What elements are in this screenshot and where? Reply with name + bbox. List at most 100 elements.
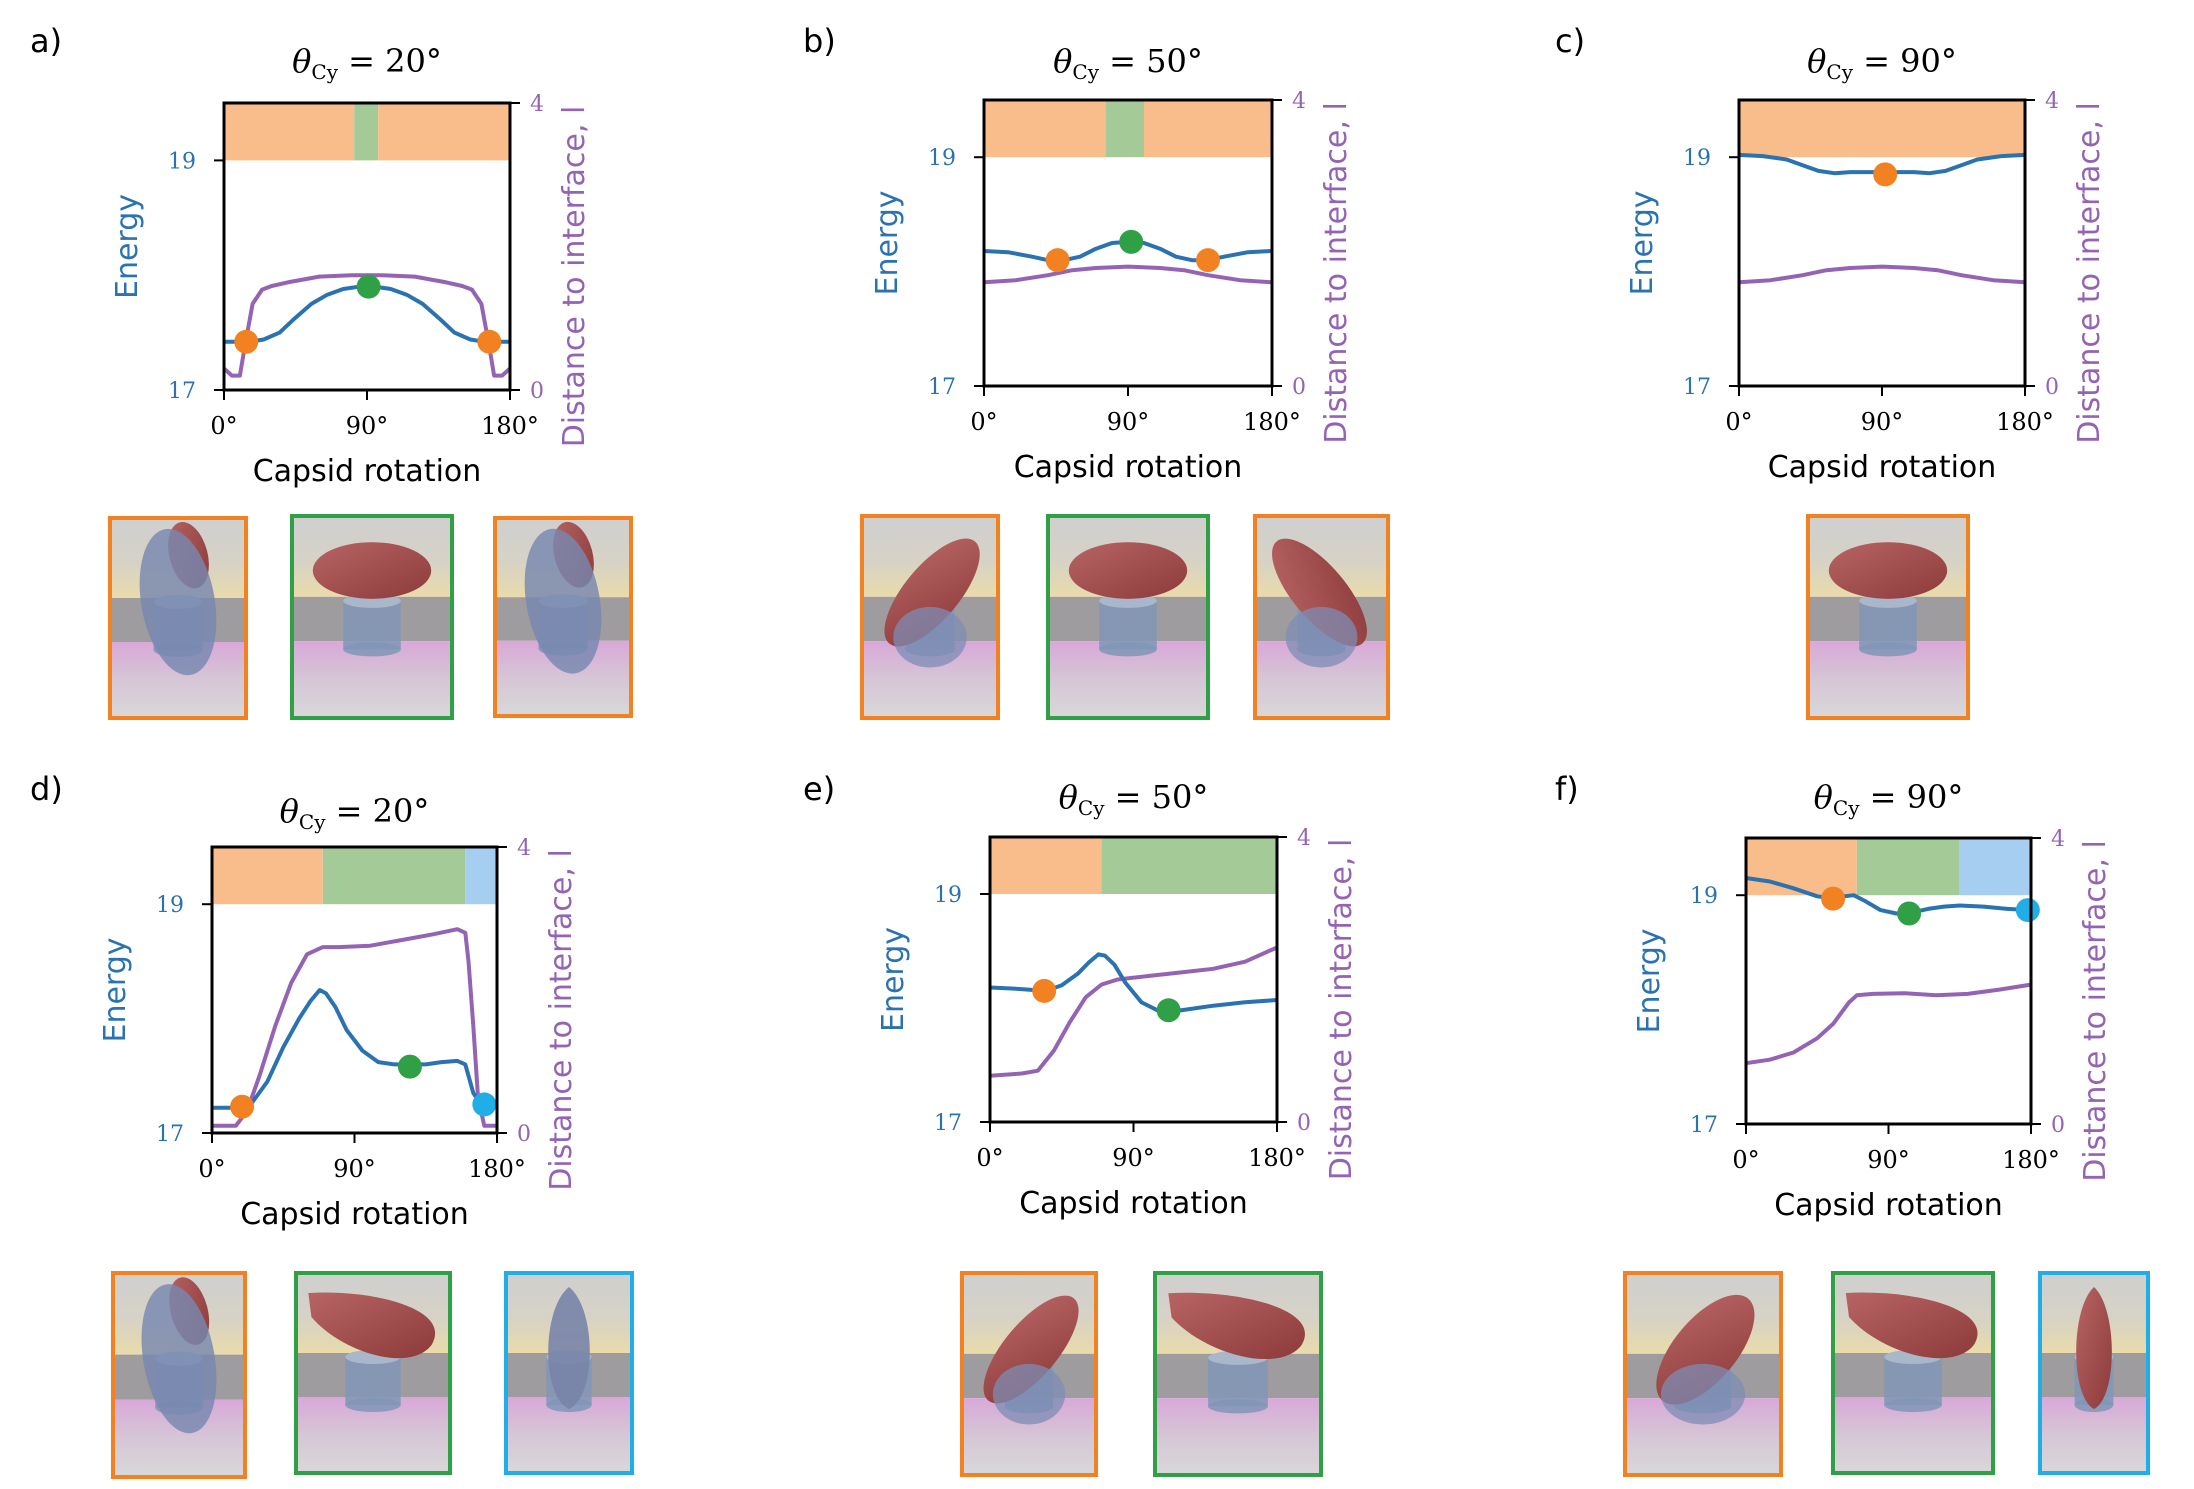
- thumbnail-vertical: [108, 516, 248, 720]
- state-band: [1856, 838, 1960, 896]
- y-tick-label-right: 0: [1292, 375, 1306, 400]
- state-band: [1101, 837, 1277, 894]
- thumbnail-tiltR: [960, 1271, 1098, 1477]
- y-axis-label-left: Energy: [1632, 928, 1667, 1033]
- x-tick-label: 90°: [1107, 408, 1150, 436]
- thumbnail-frame: [290, 514, 454, 720]
- thumbnail-upright: [2038, 1271, 2150, 1475]
- thumbnail-flat: [290, 514, 454, 720]
- capsid: [548, 1287, 590, 1409]
- state-marker: [1119, 229, 1144, 254]
- x-tick-label: 0°: [976, 1144, 1003, 1172]
- state-band: [354, 103, 379, 161]
- title-subscript: Cy: [1826, 60, 1853, 84]
- thumbnail-frame: [860, 514, 1000, 720]
- thumbnail-flat: [1806, 514, 1970, 720]
- state-marker: [230, 1094, 255, 1119]
- thumbnail-tiltR: [860, 514, 1000, 720]
- y-tick-label-right: 4: [530, 92, 544, 117]
- capsid: [2076, 1287, 2112, 1409]
- x-axis-label: Capsid rotation: [1774, 1188, 2003, 1223]
- panel-label: f): [1555, 770, 1579, 808]
- y-tick-label-right: 0: [517, 1122, 531, 1147]
- chart-title: θCy = 90°: [1814, 778, 1964, 820]
- title-symbol: θ: [1059, 778, 1078, 816]
- state-marker: [1873, 162, 1898, 187]
- title-subscript: Cy: [1833, 796, 1860, 820]
- chart-title: θCy = 90°: [1807, 42, 1957, 84]
- title-symbol: θ: [292, 42, 311, 80]
- state-band: [1746, 838, 1857, 896]
- y-axis-label-right: Distance to interface, l: [2072, 102, 2107, 444]
- cylinder-pore: [343, 593, 401, 657]
- thumbnail-frame: [2038, 1271, 2150, 1475]
- panel-label: e): [803, 770, 835, 808]
- x-axis-label: Capsid rotation: [240, 1197, 469, 1232]
- distance-line: [983, 264, 1273, 285]
- x-axis-label: Capsid rotation: [253, 454, 482, 489]
- y-tick-label-left: 19: [156, 893, 184, 918]
- x-tick-label: 180°: [1248, 1144, 1306, 1172]
- title-subscript: Cy: [1078, 796, 1105, 820]
- capsid: [1845, 1292, 1978, 1359]
- state-band: [378, 103, 510, 161]
- capsid-submerged: [992, 1363, 1066, 1425]
- y-tick-label-right: 4: [1297, 826, 1311, 851]
- state-band: [1959, 838, 2031, 896]
- thumbnail-vertical: [493, 516, 633, 718]
- thumbnail-frame: [1623, 1271, 1783, 1477]
- y-tick-label-right: 4: [2051, 827, 2065, 852]
- x-tick-label: 0°: [198, 1155, 225, 1183]
- chart-title: θCy = 50°: [1053, 42, 1203, 84]
- state-marker: [2015, 898, 2040, 923]
- thumbnail-frame: [1253, 514, 1390, 720]
- thumbnail-frame: [1806, 514, 1970, 720]
- state-band: [322, 847, 466, 905]
- distance-line: [1745, 982, 2032, 1066]
- state-band: [1105, 100, 1144, 158]
- y-axis-label-right: Distance to interface, l: [1324, 839, 1359, 1181]
- thumbnail-tiltR: [1623, 1271, 1783, 1477]
- distance-line: [1738, 264, 2026, 285]
- y-tick-label-right: 4: [517, 836, 531, 861]
- distance-line: [989, 945, 1278, 1078]
- state-marker: [1045, 248, 1070, 273]
- thumbnail-frame: [1831, 1271, 1995, 1475]
- state-marker: [1196, 248, 1220, 273]
- thumbnail-tiltL: [1253, 514, 1390, 720]
- state-band: [224, 103, 355, 161]
- title-value: = 20°: [326, 792, 430, 830]
- capsid: [1828, 542, 1948, 599]
- x-tick-label: 180°: [2002, 1146, 2060, 1174]
- thumbnail-flat: [1046, 514, 1210, 720]
- y-tick-label-left: 17: [934, 1111, 962, 1136]
- y-tick-label-left: 19: [1683, 146, 1711, 171]
- y-axis-label-right: Distance to interface, l: [557, 106, 592, 448]
- y-axis-label-left: Energy: [876, 927, 911, 1032]
- panel-label: c): [1555, 22, 1585, 60]
- state-band: [984, 100, 1106, 158]
- thumbnail-frame: [294, 1271, 452, 1475]
- x-tick-label: 0°: [1732, 1146, 1759, 1174]
- state-band: [1144, 100, 1272, 158]
- title-symbol: θ: [280, 792, 299, 830]
- thumbnail-pearR: [294, 1271, 452, 1475]
- capsid-submerged: [524, 528, 602, 674]
- y-axis-label-left: Energy: [870, 190, 905, 295]
- y-tick-label-left: 19: [168, 149, 196, 174]
- title-symbol: θ: [1807, 42, 1826, 80]
- state-band: [212, 847, 323, 905]
- x-tick-label: 180°: [468, 1155, 526, 1183]
- capsid: [312, 542, 432, 599]
- state-marker: [472, 1092, 497, 1117]
- state-marker: [1821, 886, 1846, 911]
- cylinder-pore: [1884, 1350, 1942, 1412]
- y-axis-label-left: Energy: [98, 937, 133, 1042]
- y-tick-label-right: 0: [2051, 1113, 2065, 1138]
- title-subscript: Cy: [299, 810, 326, 834]
- y-axis-label-left: Energy: [1625, 190, 1660, 295]
- x-tick-label: 180°: [1243, 408, 1301, 436]
- capsid-submerged: [141, 1284, 217, 1434]
- capsid-submerged: [139, 528, 217, 676]
